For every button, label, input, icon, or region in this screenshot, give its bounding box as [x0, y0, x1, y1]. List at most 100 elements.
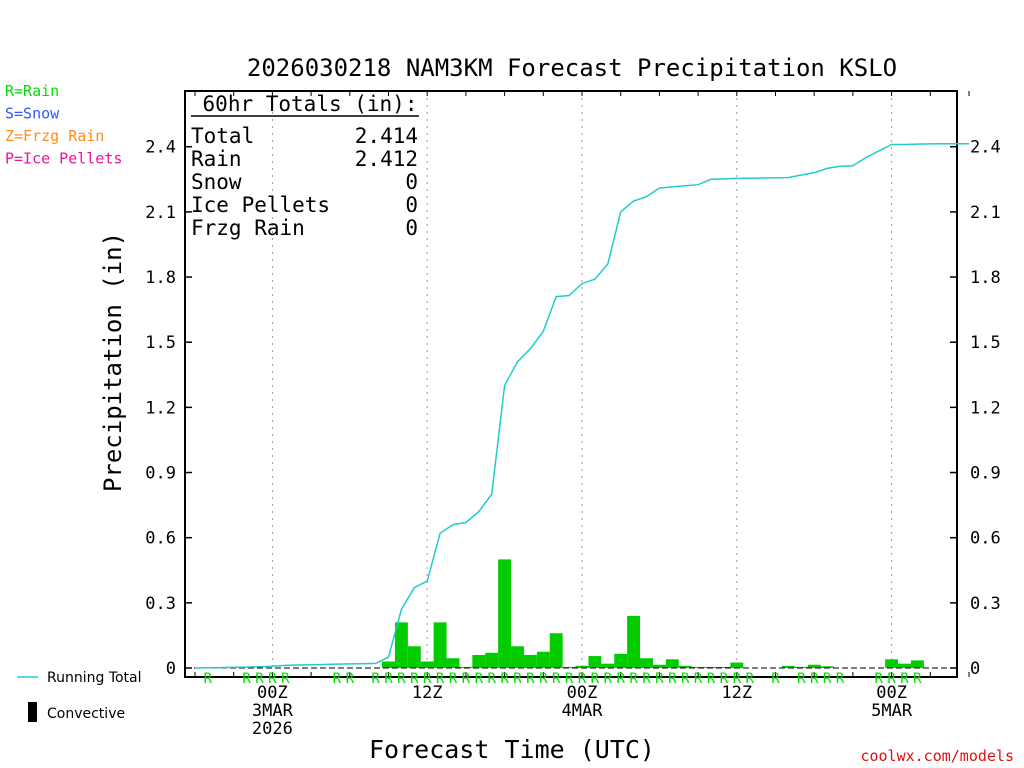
rain-marker: R	[384, 671, 393, 687]
x-tick-label: 2026	[252, 719, 293, 739]
rain-marker: R	[707, 671, 716, 687]
rain-marker: R	[629, 671, 638, 687]
y-tick-label-left: 2.1	[145, 203, 176, 223]
y-tick-label-right: 0	[970, 659, 980, 679]
precip-bar	[614, 653, 628, 668]
rain-marker: R	[797, 671, 806, 687]
precip-bar	[910, 660, 924, 668]
precip-bar	[420, 661, 434, 668]
rain-marker: R	[397, 671, 406, 687]
totals-row-value: 0	[405, 170, 418, 194]
y-tick-label-right: 0.9	[970, 464, 1001, 484]
rain-marker: R	[475, 671, 484, 687]
y-tick-label-left: 0.3	[145, 594, 176, 614]
rain-marker: R	[694, 671, 703, 687]
precip-bar	[407, 646, 421, 668]
precip-bar	[898, 663, 911, 668]
type-legend-item: R=Rain	[5, 82, 59, 100]
rain-marker: R	[436, 671, 445, 687]
precip-bar	[485, 652, 499, 668]
precip-bar	[382, 661, 395, 668]
y-tick-label-right: 1.2	[970, 398, 1001, 418]
totals-row-value: 0	[405, 193, 418, 217]
x-tick-label: 00Z	[876, 683, 907, 703]
rain-marker: R	[371, 671, 380, 687]
precip-bar	[652, 664, 666, 668]
rain-marker: R	[681, 671, 690, 687]
rain-marker: R	[449, 671, 458, 687]
rain-marker: R	[500, 671, 509, 687]
y-tick-label-right: 2.4	[970, 138, 1001, 158]
rain-marker: R	[565, 671, 574, 687]
rain-marker: R	[642, 671, 651, 687]
rain-marker: R	[346, 671, 355, 687]
rain-marker: R	[487, 671, 496, 687]
precip-bar	[459, 666, 473, 668]
rain-marker: R	[423, 671, 432, 687]
rain-marker: R	[255, 671, 264, 687]
rain-marker: R	[552, 671, 561, 687]
totals-row-value: 0	[405, 216, 418, 240]
type-legend: R=Rain S=Snow Z=Frzg Rain P=Ice Pellets	[5, 82, 122, 168]
running-total-legend-label: Running Total	[47, 670, 142, 686]
precip-bar	[807, 664, 821, 668]
rain-marker: R	[900, 671, 909, 687]
precip-bar	[665, 659, 679, 668]
precip-bar	[730, 662, 744, 668]
chart-title: 2026030218 NAM3KM Forecast Precipitation…	[247, 54, 897, 82]
precip-bar	[781, 665, 795, 668]
x-tick-label: 4MAR	[562, 701, 604, 721]
x-axis-label: Forecast Time (UTC)	[369, 735, 655, 764]
precipitation-bars	[382, 559, 924, 668]
rain-marker: R	[616, 671, 625, 687]
rain-marker: R	[668, 671, 677, 687]
y-tick-label-left: 1.5	[145, 333, 176, 353]
precip-bar	[536, 651, 550, 668]
precip-bar	[394, 622, 408, 668]
y-tick-label-right: 0.3	[970, 594, 1001, 614]
precip-bar	[885, 659, 899, 668]
totals-row-value: 2.414	[355, 124, 418, 148]
rain-marker: R	[913, 671, 922, 687]
y-tick-label-left: 2.4	[145, 138, 176, 158]
gridlines	[271, 91, 893, 677]
y-axis-left: 0 0.3 0.6 0.9 1.2 1.5 1.8 2.1 2.4	[145, 138, 192, 679]
credit-text: coolwx.com/models	[860, 747, 1014, 765]
x-tick-label: 12Z	[721, 683, 752, 703]
y-tick-label-left: 0.6	[145, 529, 176, 549]
rain-marker: R	[887, 671, 896, 687]
running-total-line	[194, 142, 969, 669]
totals-row-label: Snow	[191, 170, 242, 194]
totals-row-label: Rain	[191, 147, 242, 171]
precip-bar	[627, 615, 641, 668]
precip-bar	[678, 665, 692, 668]
precip-bar	[640, 658, 653, 668]
rain-marker: R	[745, 671, 754, 687]
y-tick-label-right: 2.1	[970, 203, 1001, 223]
type-legend-item: S=Snow	[5, 105, 60, 123]
y-tick-label-right: 1.8	[970, 268, 1001, 288]
rain-marker: R	[733, 671, 742, 687]
precip-bar	[794, 666, 808, 668]
precip-bar	[588, 656, 602, 668]
totals-row-value: 2.412	[355, 147, 418, 171]
totals-row-label: Total	[191, 124, 254, 148]
rain-marker: R	[204, 671, 213, 687]
precip-bar	[511, 646, 524, 668]
precip-bar	[717, 666, 731, 668]
precip-bar	[498, 559, 512, 668]
convective-legend-label: Convective	[47, 706, 125, 722]
rain-marker: R	[591, 671, 600, 687]
rain-marker: R	[513, 671, 522, 687]
rain-marker: R	[874, 671, 883, 687]
rain-marker: R	[823, 671, 832, 687]
totals-row-label: Frzg Rain	[191, 216, 305, 240]
rain-marker: R	[268, 671, 277, 687]
rain-marker: R	[333, 671, 342, 687]
rain-marker: R	[655, 671, 664, 687]
x-tick-label: 5MAR	[871, 701, 913, 721]
precip-bar	[433, 622, 447, 668]
rain-marker: R	[281, 671, 290, 687]
